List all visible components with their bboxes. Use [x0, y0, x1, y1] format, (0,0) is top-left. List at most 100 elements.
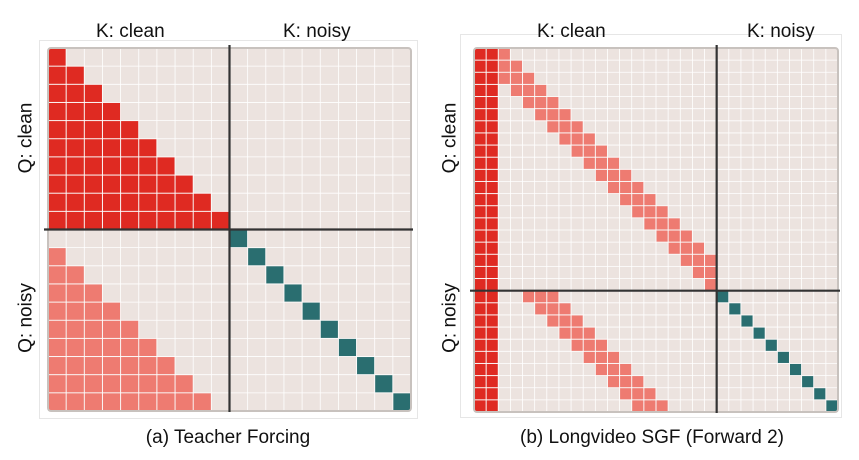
panel-a-cell-clean-attention — [175, 211, 193, 229]
panel-a-cell-clean-attention — [121, 193, 139, 211]
panel-b-cell-noisy-attention — [547, 303, 559, 315]
panel-b-cell-clean-attention — [486, 242, 498, 254]
panel-b-cell-self-attention — [802, 376, 814, 388]
panel-a-cell-clean-attention — [48, 102, 66, 121]
panel-b-cell-noisy-attention — [547, 97, 559, 109]
panel-a-cell-noisy-attention — [48, 357, 66, 375]
panel-a-cell-noisy-attention — [84, 393, 102, 411]
panel-b-cell-noisy-attention — [547, 291, 559, 303]
panel-a-cell-self-attention — [357, 357, 375, 375]
panel-a-q-noisy-label: Q: noisy — [15, 283, 37, 353]
panel-a-cell-noisy-attention — [102, 338, 121, 357]
panel-b-cell-clean-attention — [474, 206, 486, 218]
panel-b-cell-noisy-attention — [692, 254, 705, 266]
panel-b-cell-clean-attention — [474, 363, 486, 376]
panel-b-q-clean-label: Q: clean — [439, 102, 461, 174]
panel-b-cell-clean-attention — [474, 376, 486, 388]
panel-b-cell-clean-attention — [486, 121, 498, 133]
panel-b-cell-clean-attention — [474, 145, 486, 157]
panel-b-cell-clean-attention — [474, 315, 486, 327]
panel-a-cell-clean-attention — [139, 175, 157, 193]
panel-b-cell-noisy-attention — [632, 376, 644, 388]
panel-b-cell-clean-attention — [486, 266, 498, 279]
panel-b-cell-noisy-attention — [559, 303, 571, 315]
panel-b-cell-clean-attention — [486, 206, 498, 218]
panel-a-cell-clean-attention — [66, 175, 84, 193]
panel-b-cell-noisy-attention — [571, 133, 583, 145]
panel-a-cell-clean-attention — [66, 139, 84, 157]
panel-a-cell-clean-attention — [193, 211, 211, 229]
panel-a-cell-clean-attention — [48, 157, 66, 175]
panel-a-cell-clean-attention — [66, 84, 84, 102]
panel-b-cell-noisy-attention — [705, 266, 717, 279]
panel-a-cell-clean-attention — [84, 102, 102, 121]
panel-b-cell-clean-attention — [474, 351, 486, 363]
panel-a-cell-clean-attention — [48, 121, 66, 139]
panel-a-cell-noisy-attention — [66, 375, 84, 393]
panel-b-cell-noisy-attention — [583, 145, 595, 157]
panel-b-cell-noisy-attention — [668, 230, 680, 242]
panel-a-cell-clean-attention — [84, 139, 102, 157]
panel-a-cell-clean-attention — [175, 193, 193, 211]
panel-a-cell-clean-attention — [102, 193, 121, 211]
panel-b-cell-noisy-attention — [607, 169, 620, 181]
panel-b-cell-noisy-attention — [620, 363, 632, 376]
panel-a-cell-noisy-attention — [66, 320, 84, 338]
panel-b-cell-noisy-attention — [547, 121, 559, 133]
panel-a-cell-noisy-attention — [48, 302, 66, 320]
panel-a-cell-clean-attention — [139, 157, 157, 175]
panel-b-cell-noisy-attention — [607, 351, 620, 363]
panel-a-cell-clean-attention — [139, 211, 157, 229]
panel-b-cell-noisy-attention — [571, 339, 583, 351]
panel-b-cell-clean-attention — [474, 121, 486, 133]
panel-b-cell-clean-attention — [486, 279, 498, 291]
panel-a-cell-clean-attention — [175, 175, 193, 193]
panel-b-cell-noisy-attention — [656, 206, 668, 218]
panel-b-cell-noisy-attention — [510, 60, 523, 72]
panel-a-cell-self-attention — [266, 266, 284, 284]
panel-a-cell-noisy-attention — [66, 393, 84, 411]
panel-b-cell-clean-attention — [486, 327, 498, 339]
panel-a-cell-clean-attention — [157, 157, 175, 175]
panel-a-cell-clean-attention — [121, 121, 139, 139]
panel-a-cell-self-attention — [302, 302, 320, 320]
panel-b-cell-self-attention — [777, 351, 789, 363]
panel-b-cell-clean-attention — [474, 291, 486, 303]
panel-b-k-noisy-label: K: noisy — [747, 21, 815, 42]
panel-b-cell-clean-attention — [474, 194, 486, 206]
panel-a-cell-noisy-attention — [121, 320, 139, 338]
panel-b-cell-clean-attention — [474, 266, 486, 279]
panel-b-cell-noisy-attention — [595, 339, 607, 351]
panel-a-cell-clean-attention — [48, 175, 66, 193]
panel-a-cell-clean-attention — [121, 175, 139, 193]
panel-b-cell-noisy-attention — [535, 84, 547, 97]
panel-b-cell-noisy-attention — [523, 84, 535, 97]
panel-a-cell-noisy-attention — [139, 338, 157, 357]
panel-b-cell-clean-attention — [486, 169, 498, 181]
panel-a-cell-clean-attention — [48, 193, 66, 211]
panel-a-cell-noisy-attention — [121, 375, 139, 393]
panel-b-cell-noisy-attention — [644, 218, 656, 230]
panel-a-caption: (a) Teacher Forcing — [145, 427, 311, 448]
panel-a-cell-noisy-attention — [48, 266, 66, 284]
panel-b-cell-noisy-attention — [559, 327, 571, 339]
panel-b-cell-noisy-attention — [632, 388, 644, 400]
panel-b-cell-noisy-attention — [632, 206, 644, 218]
panel-a-cell-clean-attention — [84, 193, 102, 211]
panel-b-cell-clean-attention — [474, 230, 486, 242]
panel-a-q-clean-label: Q: clean — [15, 102, 37, 174]
panel-b-k-clean-label: K: clean — [537, 21, 606, 42]
panel-b-cell-noisy-attention — [620, 376, 632, 388]
panel-b-cell-noisy-attention — [680, 254, 692, 266]
panel-a-cell-self-attention — [248, 248, 266, 266]
panel-b-cell-clean-attention — [486, 363, 498, 376]
panel-a-cell-self-attention — [230, 230, 248, 248]
panel-a-cell-clean-attention — [48, 211, 66, 229]
panel-b-cell-clean-attention — [486, 230, 498, 242]
panel-a-attention-matrix — [44, 45, 413, 412]
panel-b-cell-clean-attention — [486, 97, 498, 109]
panel-a-cell-noisy-attention — [175, 393, 193, 411]
panel-b-cell-noisy-attention — [510, 84, 523, 97]
panel-b-cell-self-attention — [753, 327, 765, 339]
panel-b-cell-clean-attention — [474, 388, 486, 400]
